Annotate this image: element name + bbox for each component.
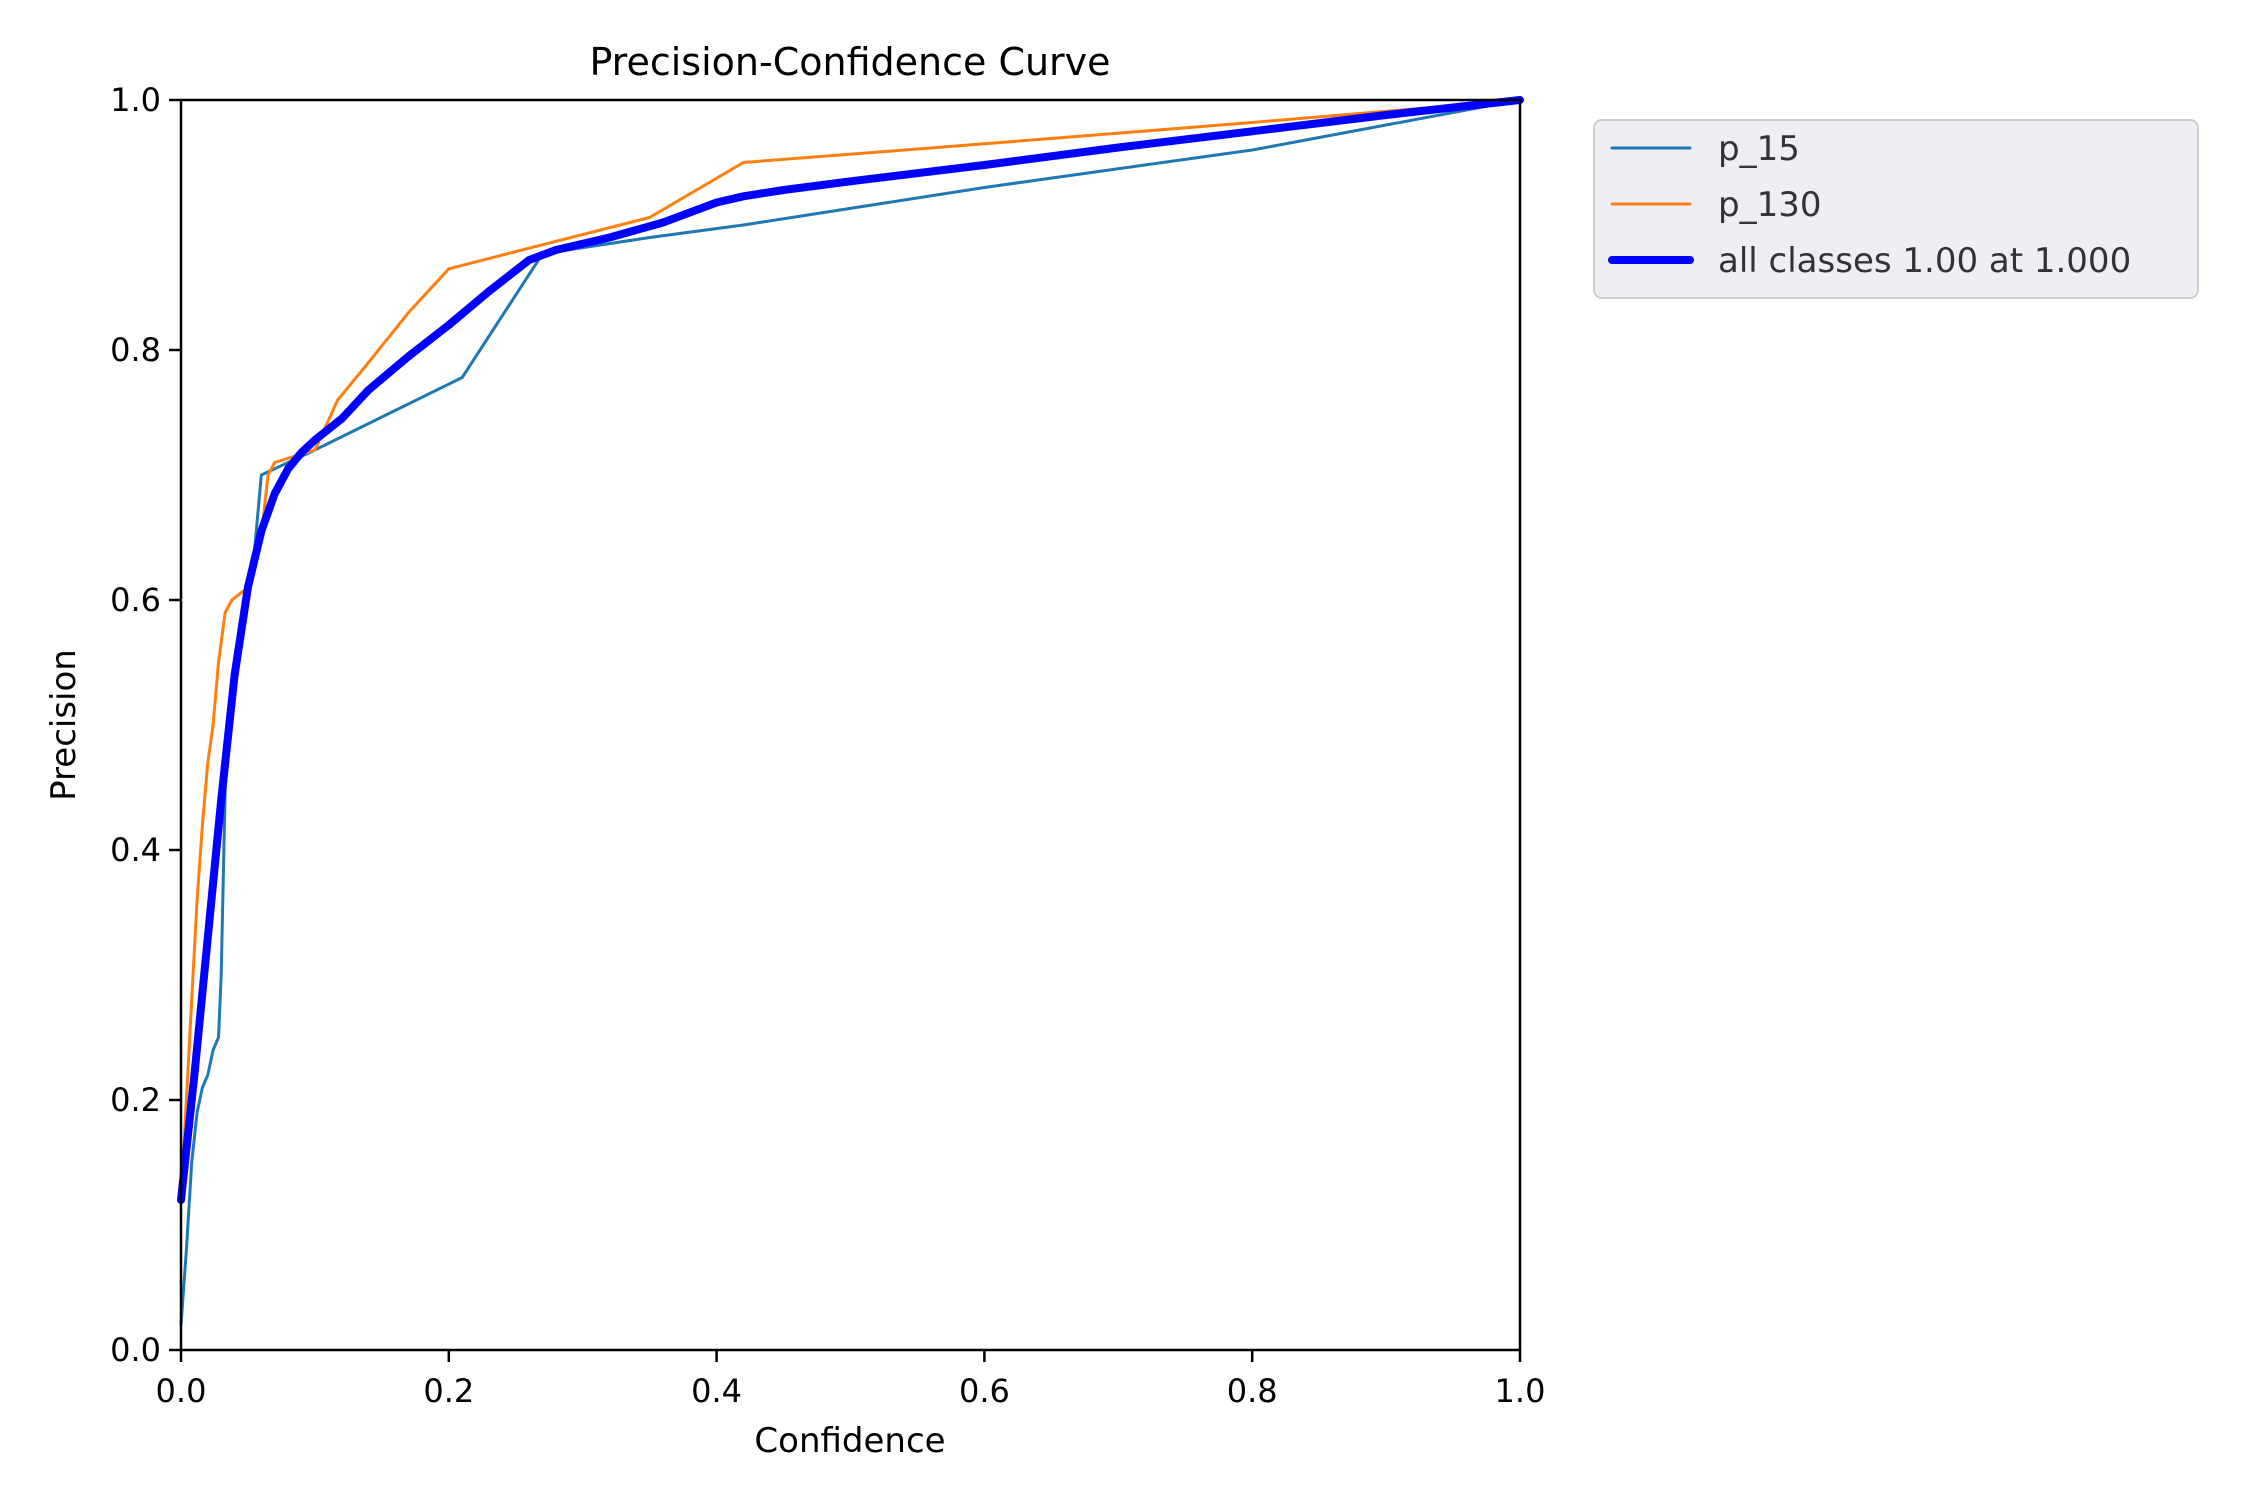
x-tick-label: 0.8 [1227, 1372, 1278, 1410]
y-tick-label: 0.0 [110, 1331, 161, 1369]
x-tick-label: 0.2 [423, 1372, 474, 1410]
y-axis-label: Precision [44, 649, 84, 801]
y-tick-label: 1.0 [110, 81, 161, 119]
x-tick-label: 0.4 [691, 1372, 742, 1410]
series-line-1 [179, 98, 1522, 1202]
chart-title: Precision-Confidence Curve [589, 40, 1110, 84]
y-tick-label: 0.6 [110, 581, 161, 619]
x-axis-label: Confidence [754, 1421, 945, 1461]
y-tick-label: 0.4 [110, 831, 161, 869]
series-layer [177, 96, 1524, 1327]
legend-box [1593, 119, 2199, 299]
y-axis: 0.0 0.2 0.4 0.6 0.8 1.0 [110, 81, 181, 1369]
legend-label-2: all classes 1.00 at 1.000 [1718, 241, 2131, 281]
x-tick-label: 0.0 [156, 1372, 207, 1410]
y-tick-label: 0.2 [110, 1081, 161, 1119]
series-line-2 [177, 96, 1524, 1204]
series-line-0 [179, 98, 1522, 1327]
legend-label-1: p_130 [1718, 185, 1821, 225]
x-tick-label: 1.0 [1495, 1372, 1546, 1410]
y-tick-label: 0.8 [110, 331, 161, 369]
legend-label-0: p_15 [1718, 129, 1800, 169]
x-tick-label: 0.6 [959, 1372, 1010, 1410]
x-axis: 0.0 0.2 0.4 0.6 0.8 1.0 [156, 1350, 1546, 1410]
plot-frame [179, 98, 1522, 1352]
